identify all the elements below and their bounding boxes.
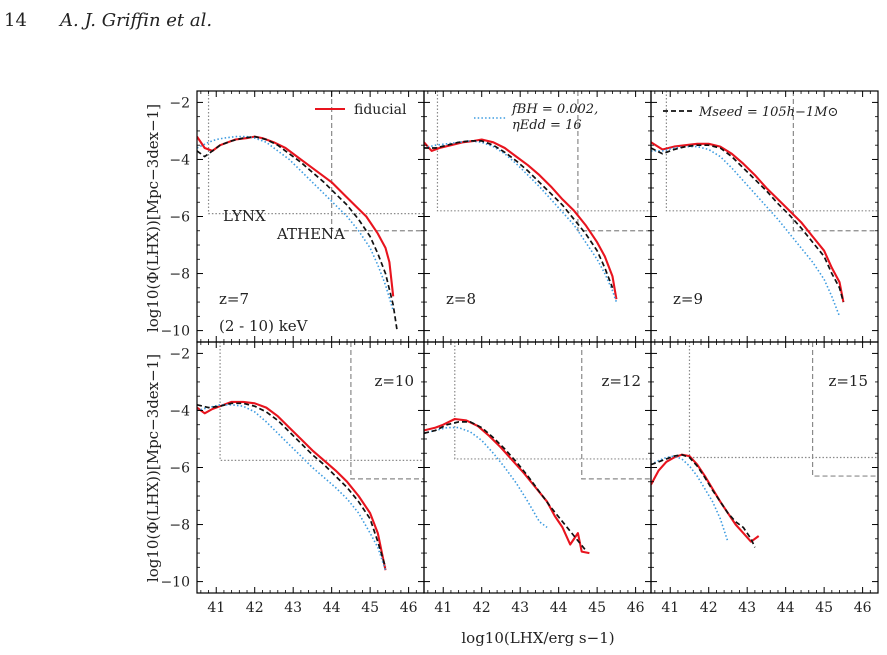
athena-limit-line <box>331 91 424 232</box>
page-header: 14 A. J. Griffin et al. <box>0 0 887 40</box>
series-line-mseed <box>197 402 387 568</box>
x-tick-label: 45 <box>588 600 606 616</box>
series-line-fiducial <box>197 400 387 571</box>
x-tick-label: 41 <box>434 600 452 616</box>
legend-entry-fiducial: fiducial <box>315 102 407 118</box>
legend-label-line1: fBH = 0.002, <box>511 102 598 117</box>
redshift-label: z=15 <box>828 372 868 390</box>
lynx-limit-line <box>207 91 424 215</box>
page-number: 14 <box>4 10 27 31</box>
panel-4: 41 42 43 44 45 46 −2 −4 −6 −8 −10 z=10 <box>160 341 425 616</box>
panel-3: z=9 Mseed = 105h−1M⊙ <box>650 90 879 343</box>
legend-label-line2: ηEdd = 16 <box>512 118 582 133</box>
redshift-label: z=8 <box>446 290 476 308</box>
lynx-limit-line <box>665 91 878 212</box>
series-line-fbh <box>651 455 729 542</box>
x-tick-label: 42 <box>473 600 491 616</box>
y-tick-label: −2 <box>169 95 190 111</box>
panel-plot-area <box>651 91 878 317</box>
y-tick-label: −2 <box>169 346 190 362</box>
series-line-mseed <box>651 453 756 548</box>
lynx-label: LYNX <box>223 207 266 225</box>
legend-label: fiducial <box>354 102 407 118</box>
panel-plot-area <box>424 342 651 555</box>
x-tick-label: 41 <box>661 600 679 616</box>
series-line-fiducial <box>651 141 845 303</box>
y-axis-label-top: log10(Φ(LHX))[Mpc−3dex−1] <box>144 104 162 332</box>
x-tick-label: 44 <box>777 600 795 616</box>
series-line-fbh <box>197 135 394 311</box>
x-tick-label: 45 <box>361 600 379 616</box>
series-line-mseed <box>424 421 587 551</box>
series-line-fbh <box>197 403 387 571</box>
x-tick-label: 43 <box>284 600 302 616</box>
series-line-fiducial <box>424 138 618 300</box>
x-tick-label: 41 <box>207 600 225 616</box>
series-line-mseed <box>197 135 398 331</box>
panel-plot-area <box>651 342 878 548</box>
lynx-limit-line <box>436 91 651 212</box>
redshift-label: z=12 <box>601 372 641 390</box>
lynx-limit-line <box>454 342 651 460</box>
y-tick-label: −4 <box>169 403 190 419</box>
y-tick-label: −6 <box>169 210 190 226</box>
panel-plot-area <box>197 91 424 331</box>
x-tick-label: 45 <box>815 600 833 616</box>
lynx-limit-line <box>688 342 878 459</box>
athena-limit-line <box>811 342 878 477</box>
y-tick-label: −10 <box>160 324 190 340</box>
series-line-fiducial <box>424 417 590 555</box>
series-line-fbh <box>424 140 618 303</box>
y-tick-label: −4 <box>169 152 190 168</box>
panel-plot-area <box>197 342 424 571</box>
x-tick-label: 43 <box>738 600 756 616</box>
x-tick-label: 46 <box>627 600 645 616</box>
athena-limit-line <box>792 91 878 232</box>
x-tick-label: 44 <box>550 600 568 616</box>
x-tick-label: 46 <box>400 600 418 616</box>
x-tick-label: 42 <box>700 600 718 616</box>
energy-band-label: (2 - 10) keV <box>219 317 309 335</box>
panel-1: −2 −4 −6 −8 −10 z=7 (2 - 10) keV LYNX ATHENA fidu… <box>160 90 425 343</box>
x-tick-label: 43 <box>511 600 529 616</box>
y-tick-label: −8 <box>169 518 190 534</box>
x-tick-label: 46 <box>854 600 872 616</box>
athena-limit-line <box>581 342 651 480</box>
y-tick-label: −8 <box>169 267 190 283</box>
panel-grid: −2 −4 −6 −8 −10 z=7 (2 - 10) keV LYNX ATHENA fidu… <box>160 90 879 616</box>
legend-entry-fbh: fBH = 0.002,ηEdd = 16 <box>474 102 598 133</box>
redshift-label: z=7 <box>219 290 249 308</box>
athena-limit-line <box>577 91 651 232</box>
y-tick-label: −6 <box>169 461 190 477</box>
panel-5: 41 42 43 44 45 46 z=12 <box>423 341 652 616</box>
y-axis-label-bottom: log10(Φ(LHX))[Mpc−3dex−1] <box>144 354 162 582</box>
x-tick-label: 44 <box>323 600 341 616</box>
series-line-fiducial <box>651 453 760 543</box>
y-tick-label: −10 <box>160 575 190 591</box>
panel-2: z=8 fBH = 0.002,ηEdd = 16 <box>423 90 652 343</box>
legend-label: Mseed = 105h−1M⊙ <box>698 105 838 120</box>
series-line-mseed <box>424 140 614 289</box>
athena-limit-line <box>350 342 424 480</box>
panel-plot-area <box>424 91 651 303</box>
x-tick-label: 42 <box>246 600 264 616</box>
series-line-fbh <box>424 426 548 529</box>
legend-entry-mseed: Mseed = 105h−1M⊙ <box>663 105 838 120</box>
athena-label: ATHENA <box>276 225 345 243</box>
redshift-label: z=10 <box>374 372 414 390</box>
redshift-label: z=9 <box>673 290 703 308</box>
x-axis-label: log10(LHX/erg s−1) <box>461 629 614 647</box>
running-head-authors: A. J. Griffin et al. <box>60 10 213 31</box>
panel-6: 41 42 43 44 45 46 z=15 <box>650 341 879 616</box>
lynx-limit-line <box>219 342 424 461</box>
series-line-fbh <box>651 145 841 317</box>
